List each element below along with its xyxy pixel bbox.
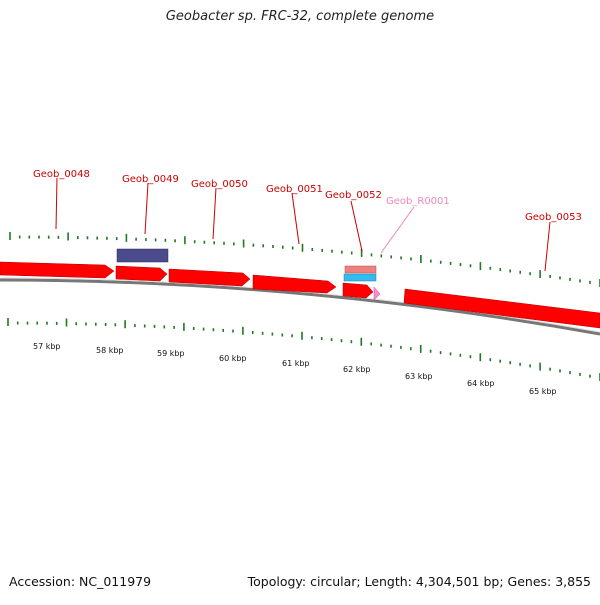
scale-label: 62 kbp	[343, 365, 371, 374]
gene-label[interactable]: Geob_0048	[33, 169, 90, 180]
feature-block-blue[interactable]	[116, 248, 169, 263]
gene-label[interactable]: Geob_R0001	[386, 196, 450, 207]
upper-tick-track	[9, 232, 600, 287]
gene-label[interactable]: Geob_0051	[266, 184, 323, 195]
rna-arrow-R0001[interactable]	[373, 286, 381, 301]
scale-label: 58 kbp	[96, 346, 124, 355]
scale-label: 63 kbp	[405, 372, 433, 381]
gene-label[interactable]: Geob_0049	[122, 174, 179, 185]
gene-label[interactable]: Geob_0053	[525, 212, 582, 223]
scale-label: 60 kbp	[219, 354, 247, 363]
leader-0050	[212, 187, 217, 240]
scale-label: 61 kbp	[282, 359, 310, 368]
gene-arrow-0050[interactable]	[252, 274, 337, 294]
leader-0052	[350, 200, 363, 252]
genome-summary-text: Topology: circular; Length: 4,304,501 bp…	[247, 574, 591, 589]
scale-label: 57 kbp	[33, 342, 61, 351]
accession-text: Accession: NC_011979	[9, 574, 152, 589]
page-title: Geobacter sp. FRC-32, complete genome	[165, 9, 435, 24]
leader-0053	[544, 221, 551, 272]
gene-labels: Geob_0048 Geob_0049 Geob_0050 Geob_0051 …	[33, 169, 582, 223]
leader-R0001	[380, 206, 415, 254]
scale-labels: 57 kbp 58 kbp 59 kbp 60 kbp 61 kbp 62 kb…	[33, 342, 557, 396]
gene-label-leaders	[55, 177, 551, 272]
feature-track	[116, 248, 377, 282]
backbone-line	[0, 278, 600, 336]
gene-arrow-0053[interactable]	[403, 288, 600, 329]
feature-block-salmon[interactable]	[344, 265, 377, 274]
feature-block-cyan[interactable]	[343, 273, 377, 282]
scale-label: 64 kbp	[467, 379, 495, 388]
gene-label[interactable]: Geob_0052	[325, 190, 382, 201]
scale-label: 59 kbp	[157, 349, 185, 358]
scale-label: 65 kbp	[529, 387, 557, 396]
gene-arrow-0047[interactable]	[0, 261, 115, 279]
gene-arrow-0051[interactable]	[342, 282, 374, 299]
leader-0049	[144, 182, 149, 235]
leader-0048	[55, 177, 58, 230]
gene-track	[0, 261, 600, 329]
gene-arrow-0049[interactable]	[168, 268, 251, 287]
gene-label[interactable]: Geob_0050	[191, 179, 248, 190]
leader-0051	[291, 192, 300, 245]
gene-arrow-0048[interactable]	[115, 265, 168, 282]
lower-tick-track	[7, 318, 600, 381]
